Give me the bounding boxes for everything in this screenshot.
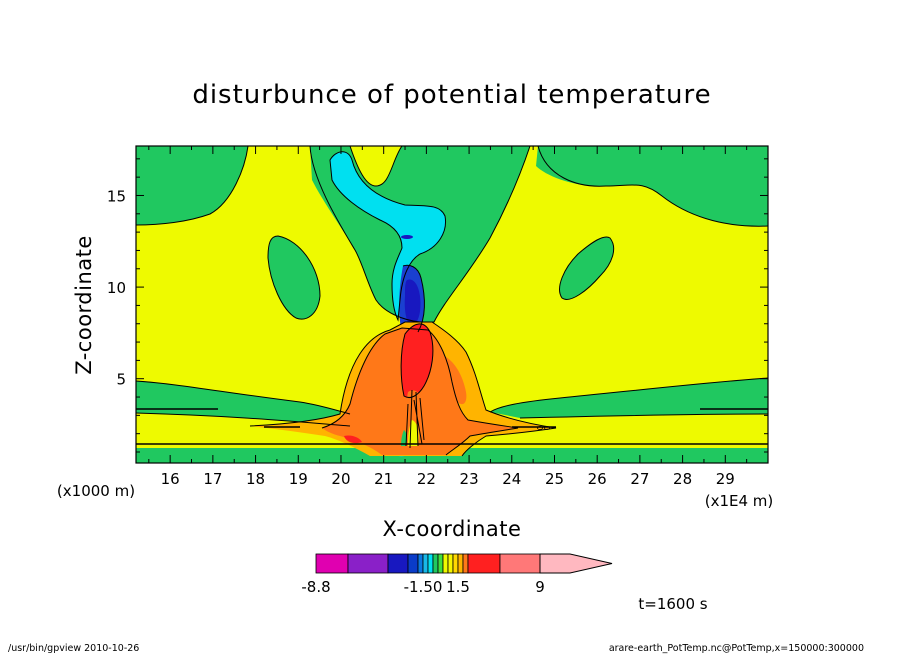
colorbar-segment xyxy=(387,553,409,574)
colorbar-tick-label: 1.5 xyxy=(446,578,470,596)
colorbar: -8.8 -1.50 1.5 9 xyxy=(301,553,613,596)
colorbar-segment xyxy=(447,553,454,574)
colorbar-segment xyxy=(462,553,469,574)
colorbar-segment xyxy=(432,553,439,574)
colorbar-segment xyxy=(347,553,389,574)
y-axis-label: Z-coordinate xyxy=(72,235,96,375)
x-tick-label: 29 xyxy=(716,470,735,488)
colorbar-segment xyxy=(417,553,424,574)
x-tick-label: 21 xyxy=(374,470,393,488)
contour-dots xyxy=(537,426,550,430)
colorbar-tick-label: -1.50 xyxy=(404,578,443,596)
colorbar-tick-label: -8.8 xyxy=(301,578,330,596)
y-tick-label: 15 xyxy=(107,187,126,205)
x-tick-label: 23 xyxy=(460,470,479,488)
footer-left: /usr/bin/gpview 2010-10-26 xyxy=(8,643,139,654)
colorbar-segment xyxy=(407,553,419,574)
x-tick-label: 25 xyxy=(545,470,564,488)
colorbar-segment xyxy=(422,553,429,574)
colorbar-tick-label: 9 xyxy=(535,578,545,596)
x-tick-label: 28 xyxy=(673,470,692,488)
contour-negative-strongest xyxy=(401,235,421,326)
x-tick-label: 27 xyxy=(630,470,649,488)
colorbar-segment xyxy=(427,553,434,574)
colorbar-segment xyxy=(457,553,464,574)
colorbar-segment xyxy=(467,553,501,574)
plot-frame xyxy=(135,145,769,464)
z-unit-label: (x1000 m) xyxy=(57,482,135,500)
colorbar-segment xyxy=(437,553,444,574)
colorbar-extend-max xyxy=(539,553,613,574)
x-tick-label: 17 xyxy=(203,470,222,488)
chart-title: disturbunce of potential temperature xyxy=(192,80,711,110)
time-label: t=1600 s xyxy=(638,595,707,613)
x-tick-label: 16 xyxy=(161,470,180,488)
x-tick-label: 22 xyxy=(417,470,436,488)
contour-lines xyxy=(136,146,768,457)
colorbar-segment xyxy=(315,553,349,574)
contour-field xyxy=(136,146,768,463)
colorbar-segment xyxy=(442,553,449,574)
x-tick-label: 19 xyxy=(289,470,308,488)
y-tick-label: 5 xyxy=(116,371,126,389)
y-tick-label: 10 xyxy=(107,279,126,297)
x-axis-label: X-coordinate xyxy=(383,517,522,541)
contour-positive-strong xyxy=(344,323,433,444)
x-tick-label: 18 xyxy=(246,470,265,488)
x-unit-label: (x1E4 m) xyxy=(705,492,774,510)
x-tick-label: 24 xyxy=(502,470,521,488)
footer-right: arare-earth_PotTemp.nc@PotTemp,x=150000:… xyxy=(609,643,864,654)
x-tick-label: 26 xyxy=(588,470,607,488)
x-tick-label: 20 xyxy=(331,470,350,488)
axes: 16 17 18 19 20 21 22 23 24 25 26 27 28 29 5 10 15 xyxy=(107,146,768,488)
colorbar-segment xyxy=(499,553,541,574)
colorbar-segment xyxy=(452,553,459,574)
